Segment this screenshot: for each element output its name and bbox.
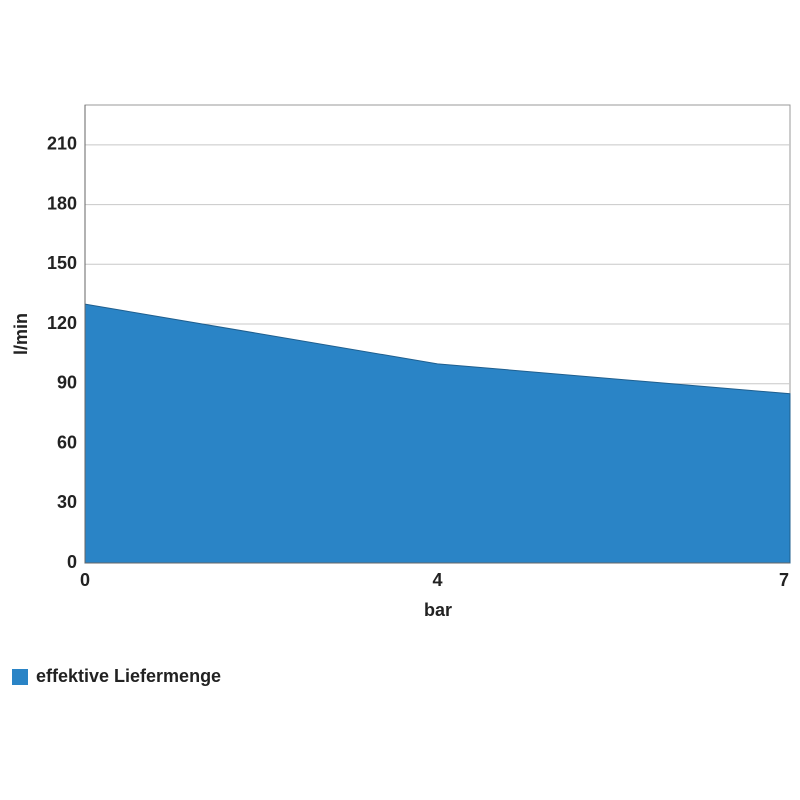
legend-swatch (12, 669, 28, 685)
y-tick-label: 0 (67, 552, 77, 572)
y-tick-label: 90 (57, 373, 77, 393)
y-tick-label: 180 (47, 193, 77, 213)
y-tick-label: 120 (47, 313, 77, 333)
x-tick-label: 7 (779, 570, 789, 590)
y-axis-label: l/min (11, 313, 31, 355)
y-tick-label: 30 (57, 492, 77, 512)
legend-label: effektive Liefermenge (36, 666, 221, 686)
y-tick-label: 60 (57, 432, 77, 452)
x-tick-label: 4 (432, 570, 442, 590)
y-tick-label: 210 (47, 134, 77, 154)
x-tick-label: 0 (80, 570, 90, 590)
y-tick-label: 150 (47, 253, 77, 273)
x-axis-label: bar (424, 600, 452, 620)
